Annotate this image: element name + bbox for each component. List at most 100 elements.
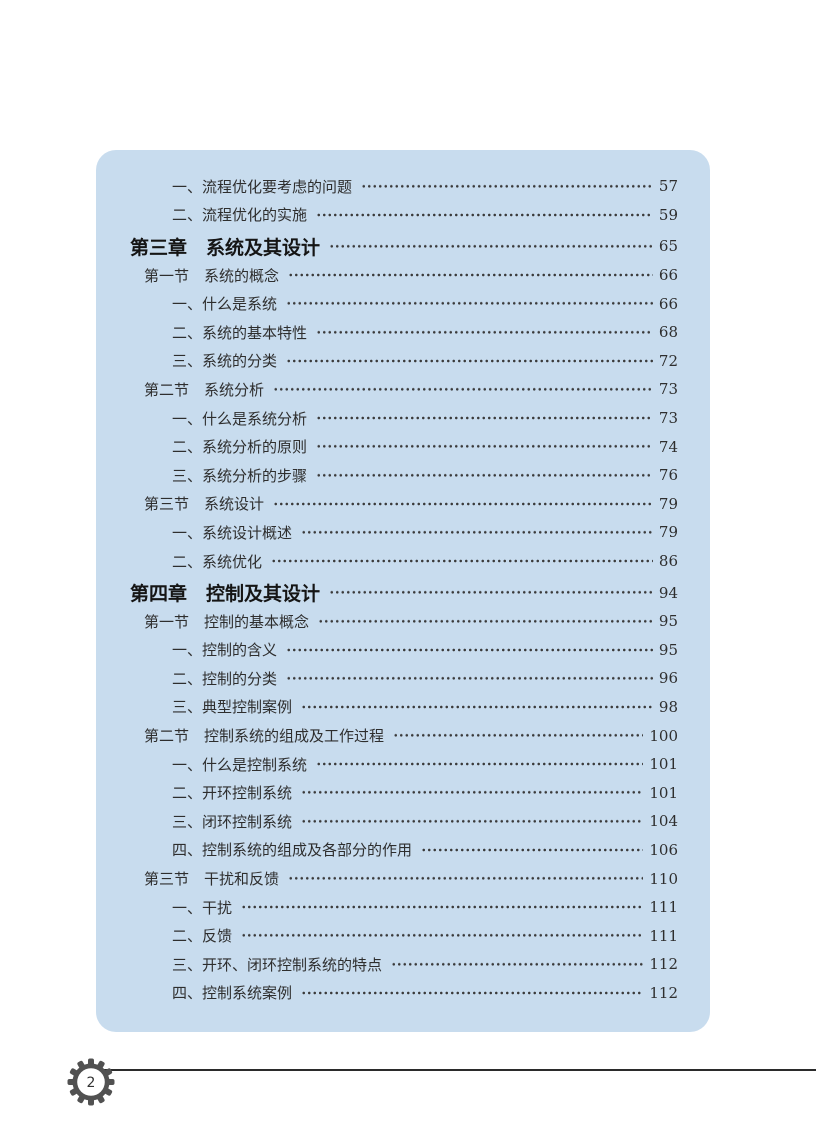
toc-entry-page-number: 104	[649, 812, 678, 831]
toc-row: 一、干扰 111	[96, 892, 678, 922]
toc-entry-title: 三、系统的分类	[172, 352, 278, 371]
dot-leader	[273, 375, 653, 404]
toc-row: 一、流程优化要考虑的问题 57	[96, 172, 678, 201]
toc-entry-title: 三、系统分析的步骤	[172, 466, 308, 485]
toc-entry-title: 三、闭环控制系统	[172, 812, 293, 831]
toc-row: 第二节 系统分析 73	[96, 375, 678, 404]
dot-leader	[301, 778, 644, 808]
toc-entry-page-number: 95	[658, 640, 678, 659]
dot-leader	[286, 664, 653, 693]
toc-entry-title: 二、反馈	[172, 927, 233, 946]
gear-icon: 2	[67, 1058, 115, 1106]
toc-entry-page-number: 110	[649, 869, 678, 888]
dot-leader	[316, 403, 653, 433]
toc-entry-page-number: 73	[658, 409, 678, 428]
toc-entry-page-number: 68	[658, 323, 678, 342]
dot-leader	[286, 346, 653, 376]
gear-icon-svg: 2	[67, 1058, 115, 1106]
toc-entry-title: 第三节 系统设计	[144, 495, 265, 514]
toc-row: 第三节 系统设计 79	[96, 489, 678, 519]
toc-entry-page-number: 79	[658, 523, 678, 542]
toc-entry-page-number: 101	[649, 783, 678, 802]
toc-entry-title: 第三章 系统及其设计	[130, 236, 321, 259]
dot-leader	[316, 317, 653, 347]
toc-entry-title: 二、流程优化的实施	[172, 206, 308, 225]
toc-entry-page-number: 72	[658, 351, 678, 370]
toc-entry-title: 第二节 系统分析	[144, 380, 265, 399]
toc-entry-page-number: 95	[658, 612, 678, 631]
toc-entry-title: 一、什么是系统	[172, 295, 278, 314]
toc-row: 一、什么是系统 66	[96, 289, 678, 318]
toc-row: 二、反馈 111	[96, 921, 678, 951]
toc-entry-title: 第一节 控制的基本概念	[144, 612, 310, 631]
dot-leader	[329, 578, 653, 607]
toc-entry-page-number: 112	[649, 983, 678, 1002]
toc-entry-page-number: 111	[649, 898, 678, 917]
toc-row: 第二节 控制系统的组成及工作过程 100	[96, 721, 678, 750]
dot-leader	[288, 864, 644, 893]
toc-entry-title: 三、典型控制案例	[172, 698, 293, 717]
footer-divider	[91, 1069, 816, 1071]
toc-row: 二、系统优化 86	[96, 546, 678, 576]
toc-entry-page-number: 112	[649, 955, 678, 974]
toc-entry-title: 第三节 干扰和反馈	[144, 870, 280, 889]
toc-row: 第三节 干扰和反馈 110	[96, 864, 678, 893]
dot-leader	[301, 518, 653, 547]
dot-leader	[301, 807, 644, 836]
dot-leader	[316, 200, 653, 230]
toc-entry-title: 二、系统的基本特性	[172, 323, 308, 342]
toc-row: 三、闭环控制系统 104	[96, 807, 678, 836]
dot-leader	[318, 606, 653, 636]
toc-row: 三、典型控制案例 98	[96, 692, 678, 722]
toc-row: 一、什么是系统分析 73	[96, 403, 678, 433]
dot-leader	[241, 892, 644, 922]
toc-row: 第三章 系统及其设计 65	[96, 232, 678, 261]
toc-entry-page-number: 100	[649, 726, 678, 745]
toc-entry-title: 一、什么是系统分析	[172, 409, 308, 428]
dot-leader	[288, 260, 653, 290]
toc-entry-page-number: 98	[658, 697, 678, 716]
dot-leader	[271, 546, 653, 576]
toc-entry-title: 二、系统优化	[172, 552, 263, 571]
toc-row: 二、控制的分类 96	[96, 664, 678, 693]
dot-leader	[316, 749, 644, 779]
toc-row: 一、什么是控制系统 101	[96, 749, 678, 779]
dot-leader	[421, 835, 644, 865]
toc-entry-page-number: 111	[649, 926, 678, 945]
toc-row: 三、系统的分类 72	[96, 346, 678, 376]
toc-entry-title: 第一节 系统的概念	[144, 266, 280, 285]
toc-list: 一、流程优化要考虑的问题 57 二、流程优化的实施 59 第三章 系统及其设计 65 第一节…	[96, 172, 678, 1008]
toc-entry-title: 四、控制系统案例	[172, 984, 293, 1003]
toc-row: 二、系统的基本特性 68	[96, 317, 678, 347]
toc-entry-page-number: 66	[658, 294, 678, 313]
toc-entry-page-number: 66	[658, 266, 678, 285]
toc-entry-title: 一、流程优化要考虑的问题	[172, 177, 353, 196]
toc-entry-title: 二、开环控制系统	[172, 784, 293, 803]
toc-row: 一、控制的含义 95	[96, 635, 678, 665]
toc-row: 一、系统设计概述 79	[96, 518, 678, 547]
toc-entry-title: 一、控制的含义	[172, 641, 278, 660]
toc-entry-page-number: 86	[658, 552, 678, 571]
toc-panel: 一、流程优化要考虑的问题 57 二、流程优化的实施 59 第三章 系统及其设计 65 第一节…	[96, 150, 710, 1032]
dot-leader	[286, 289, 653, 318]
toc-entry-title: 一、什么是控制系统	[172, 755, 308, 774]
toc-entry-title: 三、开环、闭环控制系统的特点	[172, 955, 383, 974]
dot-leader	[301, 978, 644, 1008]
dot-leader	[301, 692, 653, 722]
toc-row: 第四章 控制及其设计 94	[96, 578, 678, 607]
toc-row: 二、开环控制系统 101	[96, 778, 678, 808]
toc-row: 三、系统分析的步骤 76	[96, 460, 678, 490]
dot-leader	[393, 721, 644, 750]
footer-page-number: 2	[87, 1075, 96, 1091]
toc-entry-page-number: 94	[658, 583, 678, 602]
toc-entry-page-number: 65	[658, 237, 678, 256]
toc-entry-page-number: 101	[649, 755, 678, 774]
toc-entry-title: 第二节 控制系统的组成及工作过程	[144, 727, 385, 746]
dot-leader	[286, 635, 653, 665]
toc-entry-title: 一、干扰	[172, 898, 233, 917]
toc-entry-title: 一、系统设计概述	[172, 523, 293, 542]
dot-leader	[361, 172, 653, 201]
toc-entry-title: 二、系统分析的原则	[172, 438, 308, 457]
toc-row: 三、开环、闭环控制系统的特点 112	[96, 950, 678, 979]
toc-entry-title: 二、控制的分类	[172, 669, 278, 688]
